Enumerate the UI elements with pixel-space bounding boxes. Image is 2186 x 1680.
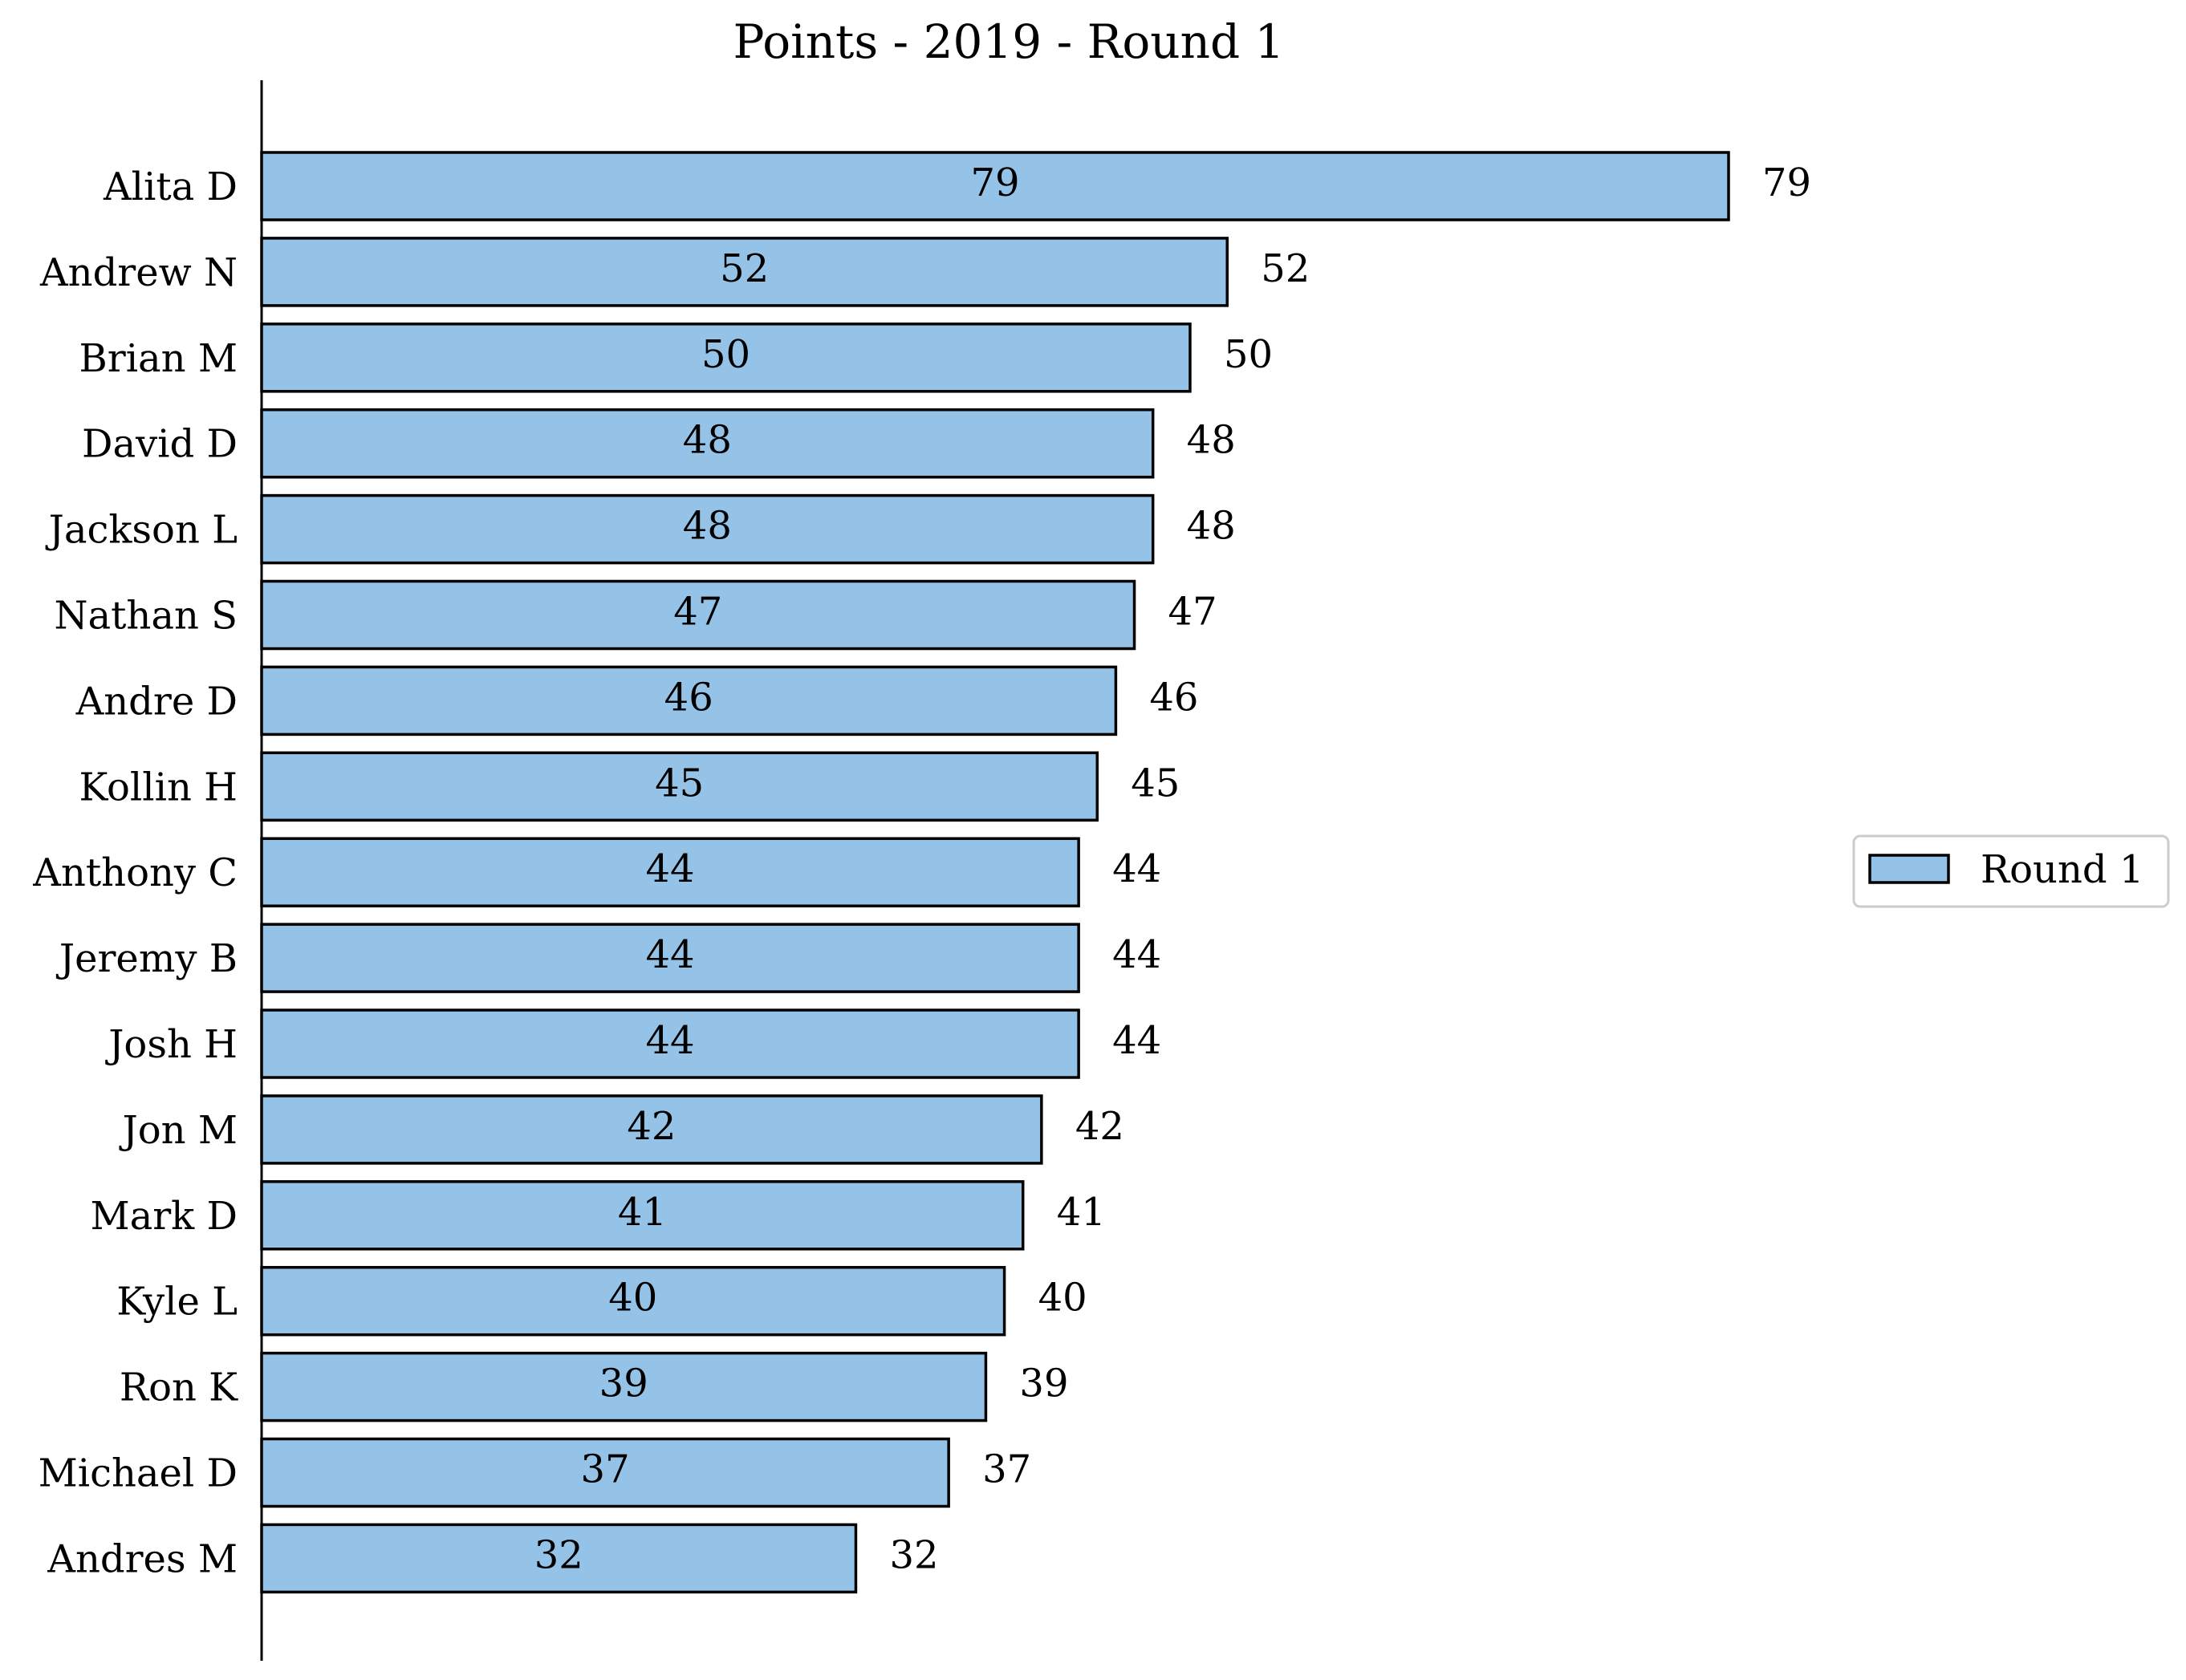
bar-value-label-inside: 41: [618, 1190, 667, 1235]
category-label: Mark D: [90, 1194, 238, 1239]
category-label: Jeremy B: [55, 936, 238, 981]
bar-value-label-inside: 46: [664, 675, 713, 720]
bar-andre-d: [260, 665, 1118, 737]
bar-value-label-outside: 47: [1168, 590, 1217, 635]
bar-josh-h: [260, 1008, 1080, 1079]
bar-alita-d: [260, 151, 1730, 221]
bar-value-label-inside: 44: [646, 1018, 695, 1063]
bar-kollin-h: [260, 751, 1099, 822]
bar-value-label-inside: 44: [646, 932, 695, 977]
legend-frame: [1852, 834, 2170, 908]
bar-value-label-inside: 79: [970, 160, 1019, 205]
bar-value-label-inside: 40: [608, 1276, 657, 1321]
bar-nathan-s: [260, 579, 1136, 651]
bar-value-label-outside: 52: [1261, 246, 1310, 291]
bar-kyle-l: [260, 1265, 1006, 1337]
bar-andrew-n: [260, 237, 1229, 307]
bar-jeremy-b: [260, 923, 1080, 993]
bar-anthony-c: [260, 837, 1080, 907]
bar-value-label-outside: 79: [1762, 160, 1811, 205]
category-label: Ron K: [120, 1366, 238, 1410]
category-label: Brian M: [79, 336, 238, 381]
bar-value-label-inside: 37: [581, 1447, 630, 1492]
bar-value-label-outside: 42: [1075, 1104, 1124, 1149]
bar-value-label-outside: 44: [1112, 1018, 1161, 1063]
bar-value-label-outside: 37: [982, 1447, 1031, 1492]
category-label: Anthony C: [32, 850, 238, 895]
bar-value-label-outside: 32: [889, 1532, 938, 1577]
category-label: David D: [82, 422, 238, 467]
bar-michael-d: [260, 1437, 950, 1508]
category-label: Andrew N: [39, 250, 238, 295]
bar-value-label-outside: 44: [1112, 932, 1161, 977]
bar-value-label-inside: 39: [599, 1361, 648, 1406]
bar-value-label-outside: 46: [1149, 675, 1198, 720]
legend: Round 1: [1852, 834, 2170, 908]
category-label: Andre D: [75, 679, 238, 724]
category-label: Alita D: [103, 164, 238, 209]
bar-value-label-inside: 50: [701, 332, 750, 377]
category-label: Josh H: [104, 1022, 238, 1067]
bar-value-label-inside: 42: [627, 1104, 676, 1149]
bar-value-label-outside: 39: [1019, 1361, 1068, 1406]
bar-value-label-inside: 48: [683, 418, 732, 463]
bar-value-label-outside: 40: [1038, 1276, 1087, 1321]
bar-value-label-outside: 48: [1187, 504, 1236, 549]
bar-brian-m: [260, 323, 1192, 393]
bar-value-label-outside: 41: [1057, 1190, 1106, 1235]
bar-value-label-inside: 32: [534, 1532, 583, 1577]
chart-title: Points - 2019 - Round 1: [733, 14, 1285, 69]
bar-value-label-outside: 45: [1131, 761, 1180, 806]
category-label: Jon M: [119, 1108, 238, 1153]
category-label: Kyle L: [116, 1280, 238, 1325]
bar-value-label-outside: 44: [1112, 846, 1161, 891]
bar-value-label-outside: 48: [1187, 418, 1236, 463]
category-label: Jackson L: [45, 508, 238, 553]
legend-label: Round 1: [1981, 847, 2143, 892]
category-label: Michael D: [39, 1451, 238, 1496]
bars-layer: Alita D 79 79 Andrew N 52 52 Brian M 50 50 David …: [32, 151, 1811, 1594]
bar-jon-m: [260, 1094, 1043, 1165]
bar-value-label-inside: 48: [683, 504, 732, 549]
bar-value-label-inside: 44: [646, 846, 695, 891]
category-label: Nathan S: [55, 594, 238, 639]
category-label: Andres M: [47, 1536, 238, 1581]
bar-mark-d: [260, 1180, 1025, 1251]
bar-andres-m: [260, 1523, 858, 1594]
bar-jackson-l: [260, 493, 1155, 565]
bar-value-label-inside: 45: [655, 761, 704, 806]
bar-value-label-inside: 47: [673, 590, 722, 635]
bar-david-d: [260, 408, 1155, 479]
legend-swatch: [1868, 854, 1950, 884]
bar-value-label-outside: 50: [1224, 332, 1273, 377]
bar-ron-k: [260, 1351, 988, 1422]
category-label: Kollin H: [79, 765, 238, 810]
bar-value-label-inside: 52: [720, 246, 769, 291]
